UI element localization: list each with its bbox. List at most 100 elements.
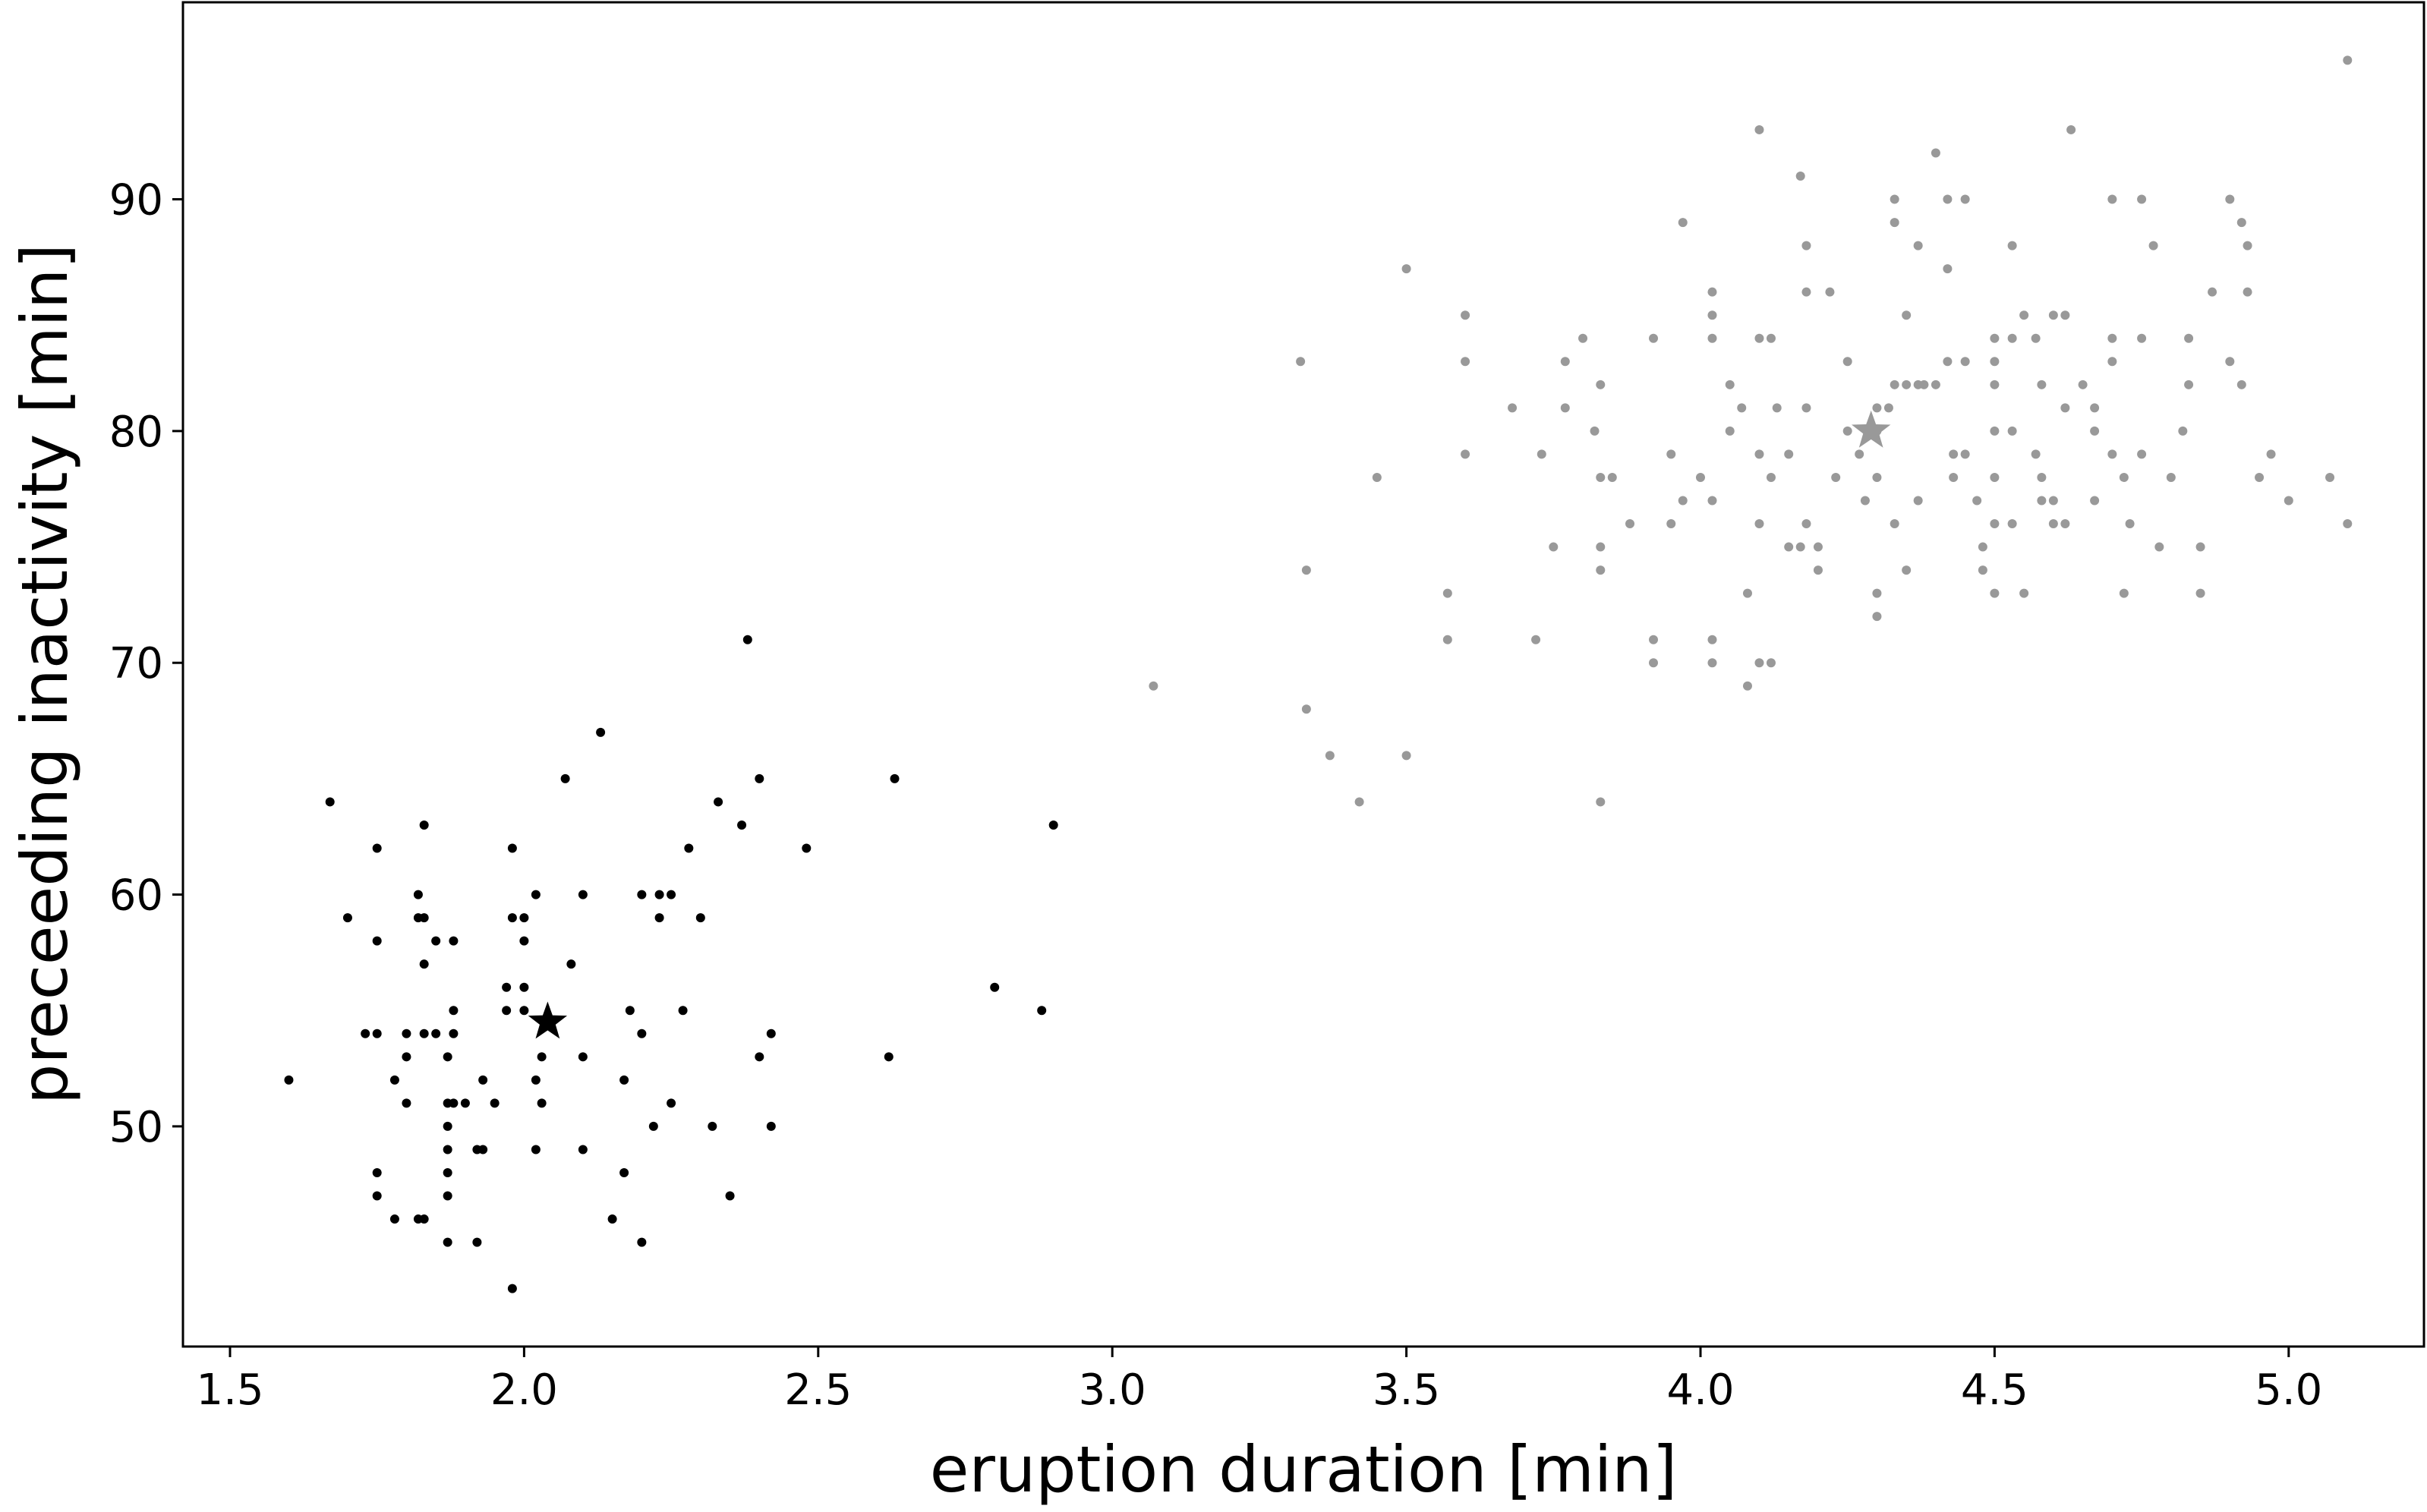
data-point (2107, 194, 2117, 204)
data-point (502, 1006, 512, 1016)
data-point (1695, 472, 1705, 482)
data-point (1742, 681, 1752, 691)
data-point (1795, 542, 1805, 552)
data-point (372, 1191, 382, 1201)
data-point (537, 1052, 547, 1062)
data-point (1795, 172, 1805, 181)
data-point (1978, 565, 1987, 575)
data-point (1596, 472, 1606, 482)
data-point (443, 1167, 452, 1177)
data-point (1872, 612, 1882, 622)
data-point (2107, 449, 2117, 459)
data-point (625, 1006, 635, 1016)
data-point (402, 1098, 411, 1108)
data-point (519, 936, 529, 946)
data-point (678, 1006, 688, 1016)
data-point (1813, 542, 1823, 552)
data-point (1890, 519, 1899, 529)
data-point (1872, 588, 1882, 598)
data-point (2090, 403, 2100, 413)
data-point (1296, 357, 1306, 367)
data-point (519, 982, 529, 992)
data-point (890, 773, 900, 783)
data-point (1872, 403, 1882, 413)
data-point (1931, 380, 1940, 389)
data-point (443, 1052, 452, 1062)
data-point (1560, 357, 1570, 367)
data-point (1784, 542, 1794, 552)
data-point (1301, 704, 1311, 714)
data-point (419, 1214, 429, 1224)
data-point (2048, 496, 2058, 506)
data-point (449, 936, 459, 946)
data-point (1666, 449, 1676, 459)
data-point (443, 1191, 452, 1201)
data-point (537, 1098, 547, 1108)
data-point (578, 1052, 588, 1062)
data-point (990, 982, 1000, 992)
data-point (1990, 357, 2000, 367)
data-point (1949, 449, 1959, 459)
data-point (2031, 333, 2041, 343)
data-point (2125, 519, 2135, 529)
data-point (1902, 310, 1912, 320)
data-point (619, 1167, 629, 1177)
data-point (737, 820, 747, 830)
data-point (1960, 449, 1970, 459)
data-point (1625, 519, 1635, 529)
data-point (1537, 449, 1546, 459)
data-point (389, 1075, 399, 1085)
data-point (1902, 565, 1912, 575)
data-point (1943, 264, 1953, 274)
data-point (2148, 241, 2158, 250)
cluster-centroid-star-icon (1852, 410, 1891, 448)
data-point (1943, 194, 1953, 204)
data-point (1801, 241, 1811, 250)
data-point (1596, 797, 1606, 807)
data-point (2243, 241, 2252, 250)
data-point (2037, 496, 2047, 506)
data-point (637, 890, 647, 899)
data-point (449, 1028, 459, 1038)
data-point (372, 936, 382, 946)
data-point (1649, 635, 1659, 644)
data-point (2284, 496, 2293, 506)
data-point (2137, 449, 2147, 459)
data-point (284, 1075, 294, 1085)
data-point (2137, 333, 2147, 343)
data-point (1325, 751, 1335, 761)
data-point (2060, 519, 2070, 529)
data-point (1442, 588, 1452, 598)
data-point (413, 890, 423, 899)
data-point (1860, 496, 1870, 506)
data-point (2343, 55, 2353, 65)
data-point (443, 1121, 452, 1131)
data-point (1596, 542, 1606, 552)
data-point (389, 1214, 399, 1224)
data-point (2225, 357, 2235, 367)
data-point (2343, 519, 2353, 529)
data-point (1949, 472, 1959, 482)
y-tick-label: 70 (109, 639, 163, 688)
data-point (1048, 820, 1058, 830)
data-point (1883, 403, 1893, 413)
data-point (1401, 264, 1411, 274)
data-point (419, 959, 429, 969)
data-point (1301, 565, 1311, 575)
data-point (2325, 472, 2335, 482)
y-axis-ticks: 50 60 70 80 90 (109, 176, 183, 1152)
data-point (1678, 496, 1688, 506)
data-point (1831, 472, 1841, 482)
data-point (2137, 194, 2147, 204)
data-point (725, 1191, 735, 1201)
data-point (1508, 403, 1518, 413)
data-point (1578, 333, 1588, 343)
data-point (1149, 681, 1158, 691)
data-point (1825, 287, 1835, 297)
data-point (2019, 588, 2029, 598)
data-point (1737, 403, 1747, 413)
data-point (684, 843, 694, 853)
data-point (419, 820, 429, 830)
data-point (2060, 403, 2070, 413)
data-point (667, 1098, 676, 1108)
